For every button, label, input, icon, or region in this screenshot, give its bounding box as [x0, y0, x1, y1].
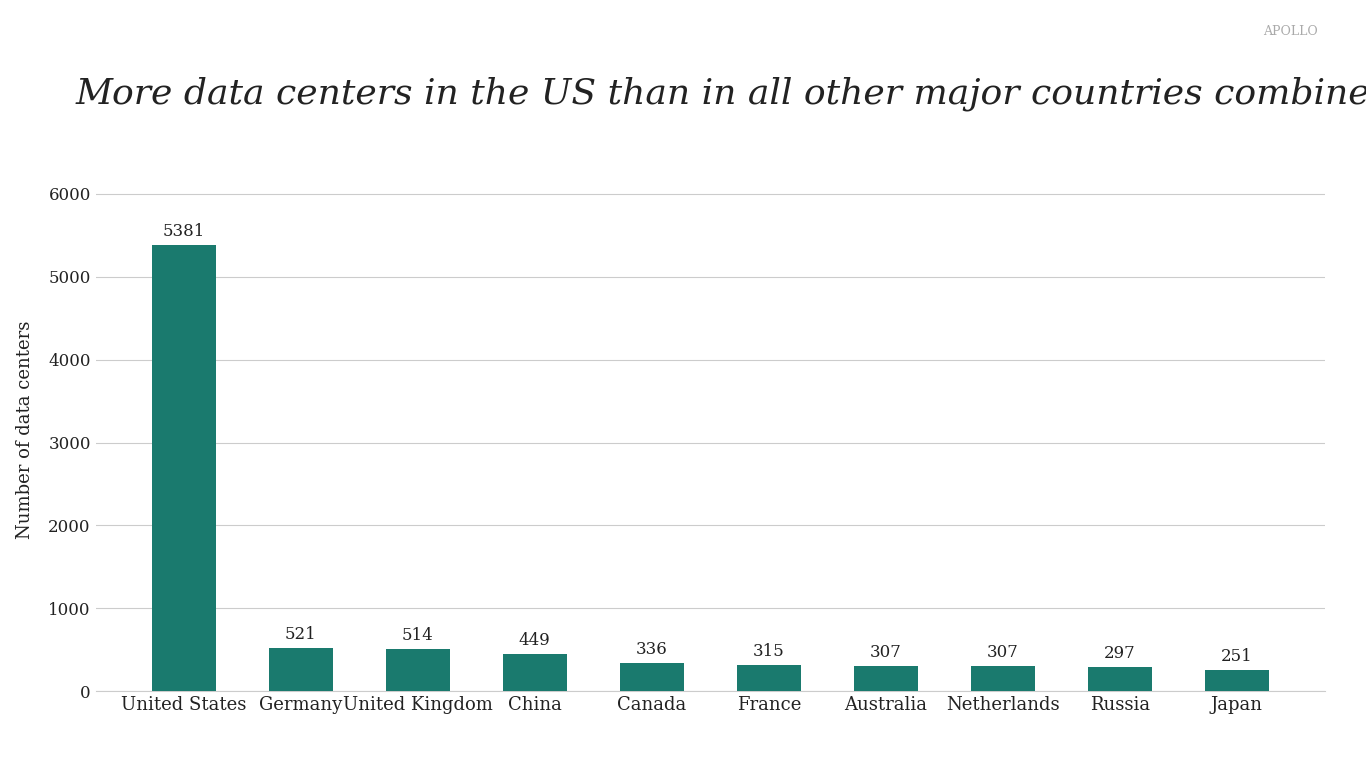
Text: 521: 521 [285, 626, 317, 643]
Bar [385, 649, 449, 691]
Bar [736, 665, 800, 691]
Text: 315: 315 [753, 643, 784, 660]
Y-axis label: Number of data centers: Number of data centers [16, 321, 34, 539]
Text: 307: 307 [870, 644, 902, 660]
Bar [971, 666, 1035, 691]
Bar [854, 666, 918, 691]
Text: APOLLO: APOLLO [1264, 25, 1318, 38]
Text: More data centers in the US than in all other major countries combined: More data centers in the US than in all … [75, 77, 1366, 111]
Text: 514: 514 [402, 627, 433, 644]
Text: 449: 449 [519, 632, 550, 649]
Bar [1205, 670, 1269, 691]
Text: 297: 297 [1104, 644, 1135, 661]
Bar [152, 245, 216, 691]
Text: 5381: 5381 [163, 223, 205, 240]
Text: 336: 336 [637, 641, 668, 658]
Text: 307: 307 [988, 644, 1019, 660]
Bar [1087, 667, 1152, 691]
Bar [269, 648, 333, 691]
Bar [620, 664, 684, 691]
Bar [503, 654, 567, 691]
Text: 251: 251 [1221, 648, 1253, 665]
